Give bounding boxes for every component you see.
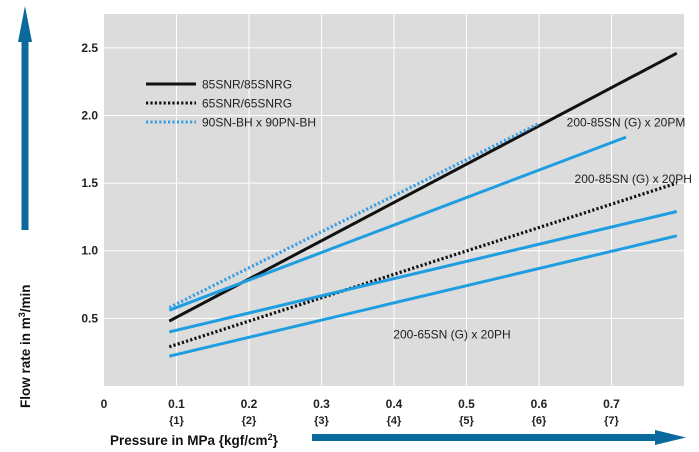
x-tick-label-0: 0 xyxy=(101,397,108,411)
x-tick-sublabel-2: {2} xyxy=(242,415,257,427)
grid-lines xyxy=(104,14,684,386)
x-axis-arrow-shaft xyxy=(312,434,657,441)
y-tick-label-2: 1.5 xyxy=(81,176,98,190)
x-tick-label-1: 0.1 xyxy=(168,397,185,411)
y-axis-title-end: /min xyxy=(18,284,33,312)
legend-label-3: 90SN-BH x 90PN-BH xyxy=(202,116,316,130)
x-tick-label-7: 0.7 xyxy=(603,397,620,411)
series-line-4 xyxy=(168,135,627,312)
y-tick-label-0: 0.5 xyxy=(81,311,98,325)
x-tick-sublabel-5: {5} xyxy=(459,415,474,427)
x-tick-sublabel-6: {6} xyxy=(532,415,547,427)
y-tick-label-1: 1.0 xyxy=(81,244,98,258)
series-line-1 xyxy=(168,51,678,323)
y-axis-title: Flow rate in m3/min xyxy=(17,284,33,408)
y-tick-label-3: 2.0 xyxy=(81,108,98,122)
legend: 85SNR/85SNRG 65SNR/65SNRG 90SN-BH x 90PN-B… xyxy=(146,78,316,130)
x-tick-sublabel-4: {4} xyxy=(387,415,402,427)
annotation-label-2: 200-85SN (G) x 20PH xyxy=(575,172,692,186)
series-line-2 xyxy=(168,181,678,349)
x-axis-arrow-icon xyxy=(655,430,686,445)
x-axis-title: Pressure in MPa {kgf/cm2} xyxy=(110,432,279,448)
series-lines xyxy=(168,51,678,358)
series-line-6 xyxy=(168,234,678,358)
annotation-label-1: 200-85SN (G) x 20PM xyxy=(567,115,686,129)
x-tick-sublabel-7: {7} xyxy=(604,415,619,427)
x-tick-sublabel-1: {1} xyxy=(169,415,184,427)
y-axis-arrow-shaft xyxy=(21,40,29,230)
x-tick-label-2: 0.2 xyxy=(241,397,258,411)
legend-label-2: 65SNR/65SNRG xyxy=(202,97,292,111)
series-line-3 xyxy=(168,122,540,309)
legend-label-1: 85SNR/85SNRG xyxy=(202,78,292,92)
series-line-5 xyxy=(168,210,678,334)
y-axis-arrow-icon xyxy=(18,6,32,42)
x-axis-title-sup: 2 xyxy=(268,432,273,442)
x-tick-label-6: 0.6 xyxy=(531,397,548,411)
annotations: 200-85SN (G) x 20PM 200-85SN (G) x 20PH 20… xyxy=(393,115,692,341)
x-axis-title-end: } xyxy=(273,433,279,448)
y-axis-title-sup: 3 xyxy=(17,312,27,317)
x-tick-label-4: 0.4 xyxy=(386,397,403,411)
x-axis-title-main: Pressure in MPa {kgf/cm xyxy=(110,433,268,448)
y-tick-labels: 0.5 1.0 1.5 2.0 2.5 xyxy=(81,41,98,326)
annotation-label-3: 200-65SN (G) x 20PH xyxy=(393,328,510,342)
y-axis-title-main: Flow rate in m xyxy=(18,317,33,408)
x-tick-labels: 0 0.1 {1} 0.2 {2} 0.3 {3} 0.4 {4} 0.5 {5} 0.6 {6} 0.7… xyxy=(101,397,621,427)
x-tick-label-3: 0.3 xyxy=(313,397,330,411)
x-tick-sublabel-3: {3} xyxy=(314,415,329,427)
x-tick-label-5: 0.5 xyxy=(458,397,475,411)
y-tick-label-4: 2.5 xyxy=(81,41,98,55)
